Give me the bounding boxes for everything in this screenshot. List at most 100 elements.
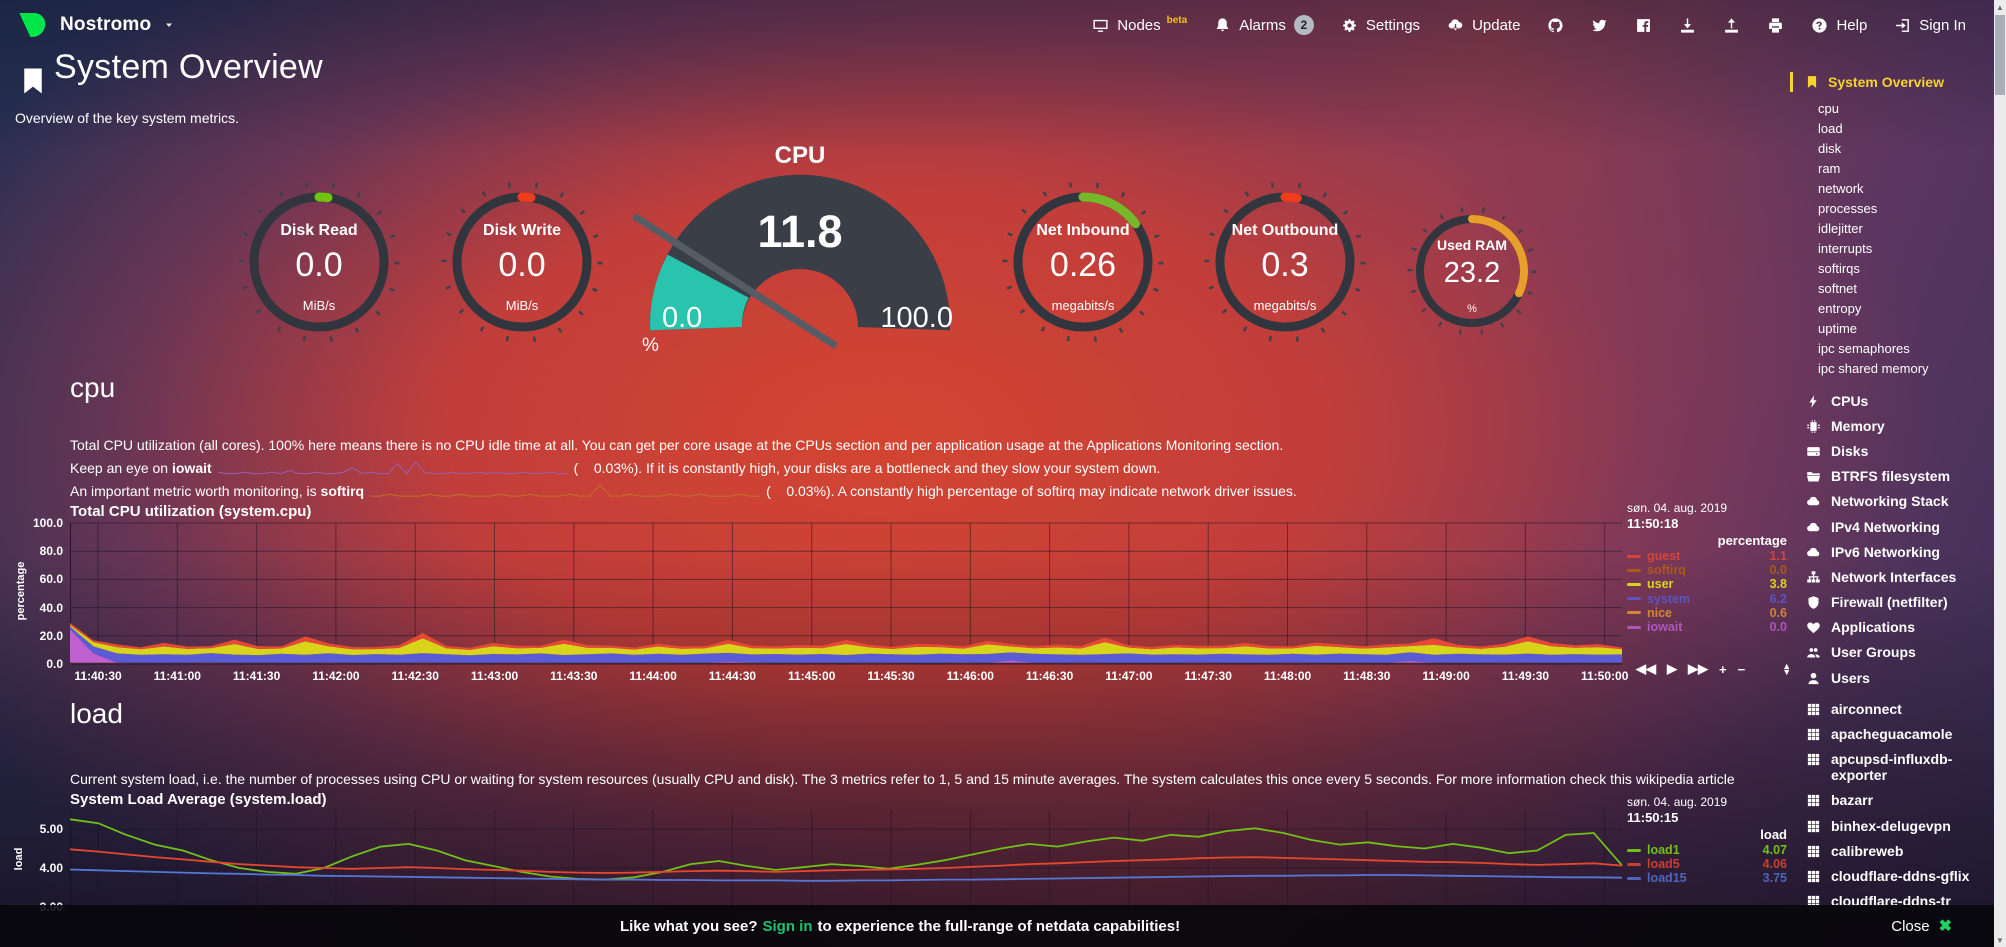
nav-upload[interactable] bbox=[1723, 17, 1740, 34]
sidebar-subitem[interactable]: disk bbox=[1818, 140, 1842, 156]
toolbox-play-button[interactable]: ▶ bbox=[1667, 661, 1677, 676]
legend-row-guest[interactable]: guest 1.1 bbox=[1627, 549, 1787, 563]
gauge-unit: MiB/s bbox=[505, 298, 539, 313]
series-swatch bbox=[1627, 582, 1641, 586]
banner-signin-link[interactable]: Sign in bbox=[762, 917, 813, 935]
gauge-value: 0.3 bbox=[1261, 246, 1309, 284]
sidebar-section[interactable]: IPv6 Networking bbox=[1798, 539, 1994, 564]
sidebar-app-item[interactable]: airconnect bbox=[1798, 696, 1994, 721]
gauge-disk-read[interactable]: Disk Read 0.0 MiB/s bbox=[231, 174, 407, 350]
chart-resize-handle[interactable]: ▲ ▼ bbox=[1782, 661, 1792, 677]
softirq-sparkline[interactable] bbox=[370, 483, 761, 499]
scrollbar-up-arrow[interactable]: ▲ bbox=[1996, 2, 2004, 12]
toolbox-zoom-in-button[interactable]: + bbox=[1719, 661, 1727, 677]
sidebar-subitem[interactable]: softnet bbox=[1818, 280, 1858, 296]
gauge-unit: megabits/s bbox=[1051, 298, 1115, 313]
sidebar-subitem[interactable]: entropy bbox=[1818, 300, 1862, 316]
grid-icon bbox=[1806, 793, 1821, 808]
sidebar-item-system-overview[interactable]: System Overview bbox=[1790, 72, 1994, 92]
nav-facebook[interactable] bbox=[1635, 17, 1652, 34]
print-icon bbox=[1767, 17, 1784, 34]
nav-settings[interactable]: Settings bbox=[1341, 17, 1420, 34]
legend-row-load5[interactable]: load5 4.06 bbox=[1627, 857, 1787, 871]
sidebar-subitem[interactable]: ram bbox=[1818, 160, 1841, 176]
nav-print[interactable] bbox=[1767, 17, 1784, 34]
sidebar-app-item[interactable]: cloudflare-ddns-tr bbox=[1798, 889, 1994, 905]
sidebar-subitem[interactable]: processes bbox=[1818, 200, 1878, 216]
sidebar-app-item[interactable]: calibreweb bbox=[1798, 838, 1994, 863]
iowait-sparkline[interactable] bbox=[217, 460, 568, 476]
sidebar-subitem[interactable]: cpu bbox=[1818, 100, 1839, 116]
series-swatch bbox=[1627, 611, 1641, 615]
scrollbar-down-arrow[interactable]: ▼ bbox=[1996, 935, 2004, 945]
sidebar-app-item[interactable]: binhex-delugevpn bbox=[1798, 813, 1994, 838]
legend-row-load1[interactable]: load1 4.07 bbox=[1627, 843, 1787, 857]
nav-signin[interactable]: Sign In bbox=[1894, 17, 1966, 34]
gauge-net-inbound[interactable]: Net Inbound 0.26 megabits/s bbox=[995, 174, 1171, 350]
bookmark-icon bbox=[1805, 75, 1819, 89]
gauge-used-ram[interactable]: Used RAM 23.2 % bbox=[1402, 201, 1542, 341]
load-chart-title: System Load Average (system.load) bbox=[70, 791, 327, 808]
sidebar-section[interactable]: Disks bbox=[1798, 438, 1994, 463]
gauge-net-outbound[interactable]: Net Outbound 0.3 megabits/s bbox=[1197, 174, 1373, 350]
sidebar-subitem[interactable]: ipc semaphores bbox=[1818, 340, 1910, 356]
nav-help[interactable]: Help bbox=[1811, 17, 1867, 34]
sidebar-section[interactable]: Applications bbox=[1798, 615, 1994, 640]
cpu-chart-title: Total CPU utilization (system.cpu) bbox=[70, 503, 312, 520]
scrollbar-thumb[interactable] bbox=[1995, 15, 2005, 95]
sidebar-subitem[interactable]: interrupts bbox=[1818, 240, 1873, 256]
sidebar-subitem[interactable]: uptime bbox=[1818, 320, 1858, 336]
legend-row-system[interactable]: system 6.2 bbox=[1627, 592, 1787, 606]
node-selector[interactable]: Nostromo bbox=[16, 9, 175, 41]
sidebar-app-item[interactable]: apcupsd-influxdb-exporter bbox=[1798, 747, 1994, 788]
hostname: Nostromo bbox=[60, 14, 152, 35]
upload-icon bbox=[1723, 17, 1740, 34]
sidebar-section[interactable]: Firewall (netfilter) bbox=[1798, 590, 1994, 615]
sidebar-app-item[interactable]: apacheguacamole bbox=[1798, 721, 1994, 746]
legend-row-user[interactable]: user 3.8 bbox=[1627, 577, 1787, 591]
legend-time: 11:50:18 bbox=[1627, 516, 1679, 531]
users-icon bbox=[1806, 645, 1821, 660]
page-scrollbar[interactable]: ▲ ▼ bbox=[1994, 0, 2006, 947]
legend-row-load15[interactable]: load15 3.75 bbox=[1627, 871, 1787, 885]
sidebar-section[interactable]: Users bbox=[1798, 665, 1994, 690]
sidebar-section[interactable]: User Groups bbox=[1798, 640, 1994, 665]
chip-icon bbox=[1806, 419, 1821, 434]
sidebar-section[interactable]: BTRFS filesystem bbox=[1798, 464, 1994, 489]
sidebar-section[interactable]: CPUs bbox=[1798, 388, 1994, 413]
gauge-disk-write[interactable]: Disk Write 0.0 MiB/s bbox=[434, 174, 610, 350]
legend-row-nice[interactable]: nice 0.6 bbox=[1627, 606, 1787, 620]
toolbox-zoom-out-button[interactable]: − bbox=[1737, 661, 1746, 677]
monitor-icon bbox=[1092, 17, 1109, 34]
series-swatch bbox=[1627, 597, 1641, 601]
nav-update[interactable]: Update bbox=[1447, 17, 1520, 34]
github-icon bbox=[1547, 17, 1564, 34]
sidebar-app-item[interactable]: bazarr bbox=[1798, 788, 1994, 813]
gauge-value: 0.0 bbox=[498, 246, 546, 284]
sidebar-app-item[interactable]: cloudflare-ddns-gflix bbox=[1798, 863, 1994, 888]
sidebar-subitem[interactable]: load bbox=[1818, 120, 1843, 136]
close-button[interactable]: Close ✖ bbox=[1891, 917, 1952, 936]
nav-download[interactable] bbox=[1679, 17, 1696, 34]
navbar-menu: Nodes beta Alarms 2 Settings bbox=[1092, 15, 1966, 35]
cpu-chart[interactable]: 100.0 80.0 60.0 40.0 20.0 0.0 11:40:30 11:41:0… bbox=[32, 516, 1629, 683]
sidebar-subitem[interactable]: idlejitter bbox=[1818, 220, 1863, 236]
load-chart[interactable]: 5.004.003.00 bbox=[40, 810, 1623, 914]
toolbox-forward-button[interactable]: ▶▶ bbox=[1688, 661, 1708, 676]
sidebar-section[interactable]: IPv4 Networking bbox=[1798, 514, 1994, 539]
nav-alarms[interactable]: Alarms 2 bbox=[1214, 15, 1314, 35]
sidebar-subitem[interactable]: network bbox=[1818, 180, 1864, 196]
nav-twitter[interactable] bbox=[1591, 17, 1608, 34]
nav-nodes[interactable]: Nodes beta bbox=[1092, 15, 1187, 34]
sidebar-subitem[interactable]: softirqs bbox=[1818, 260, 1860, 276]
legend-row-softirq[interactable]: softirq 0.0 bbox=[1627, 563, 1787, 577]
load-chart-ylabel: load bbox=[13, 847, 25, 871]
sidebar-section[interactable]: Networking Stack bbox=[1798, 489, 1994, 514]
gauge-cpu[interactable]: CPU 11.8 0.0 100.0 % bbox=[632, 140, 960, 375]
sidebar-subitem[interactable]: ipc shared memory bbox=[1818, 360, 1929, 376]
sidebar-section[interactable]: Network Interfaces bbox=[1798, 564, 1994, 589]
nav-github[interactable] bbox=[1547, 17, 1564, 34]
legend-row-iowait[interactable]: iowait 0.0 bbox=[1627, 620, 1787, 634]
toolbox-back-button[interactable]: ◀◀ bbox=[1636, 661, 1656, 676]
sidebar-section[interactable]: Memory bbox=[1798, 413, 1994, 438]
